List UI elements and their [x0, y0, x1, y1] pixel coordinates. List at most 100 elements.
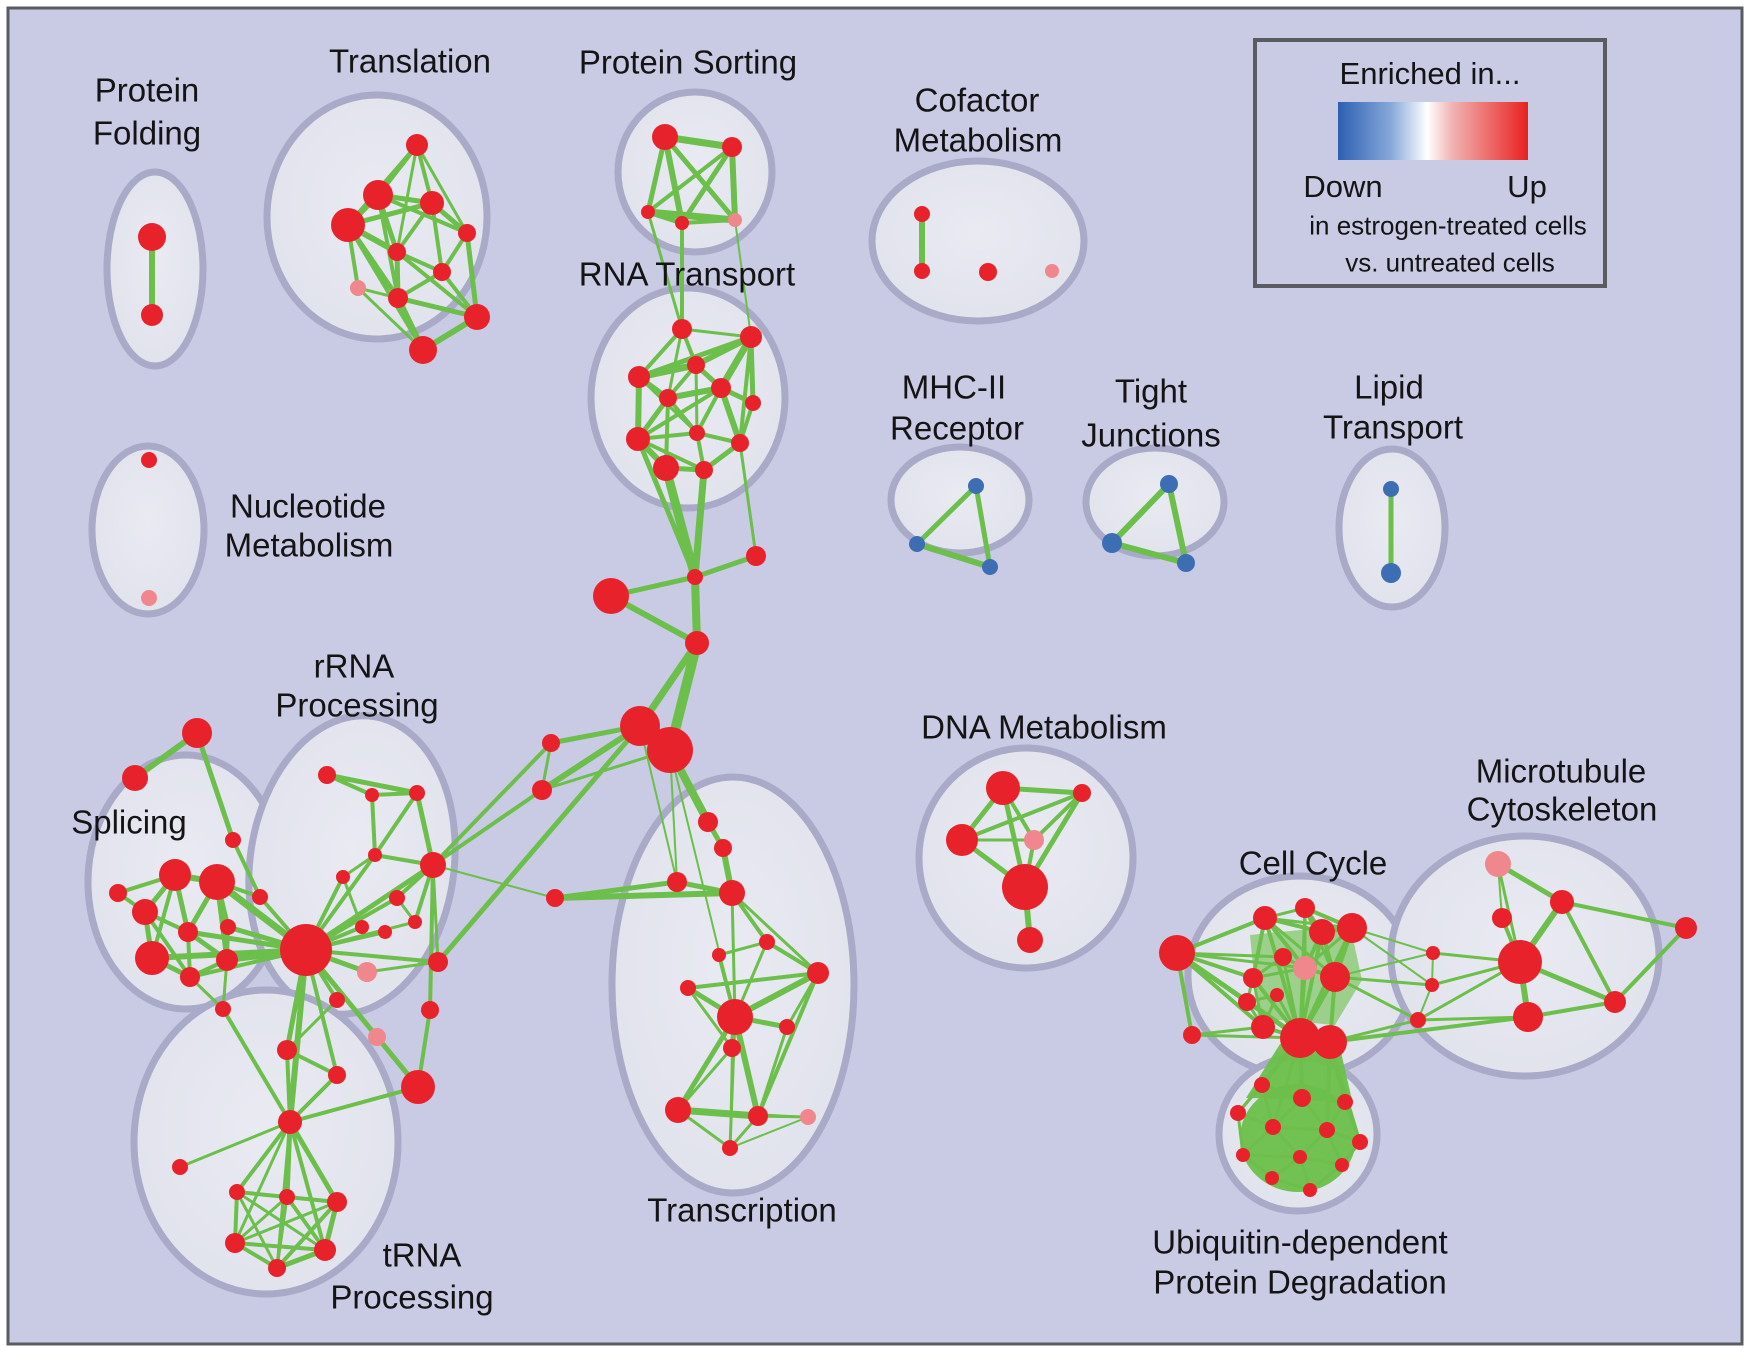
node-PS1	[652, 124, 678, 150]
edge-TR8-TR14	[756, 971, 820, 1118]
edge-PS2-PS5	[729, 144, 738, 223]
node-CF4	[1045, 264, 1059, 278]
edge-TN5-TN6	[233, 1241, 327, 1252]
edge-MH2-MH3	[914, 541, 993, 570]
edge-TR12-TR16	[729, 1047, 733, 1149]
edge-M5-M9	[1416, 1015, 1530, 1022]
node-TN6	[314, 1239, 336, 1261]
node-T3	[420, 191, 444, 215]
node-MH1	[968, 478, 984, 494]
node-R4	[628, 366, 650, 388]
node-TN5	[225, 1233, 245, 1253]
edge-TR4-TR10	[730, 891, 737, 1019]
node-U7	[1352, 1134, 1368, 1150]
edge-C1-C2	[692, 553, 759, 580]
node-T6	[388, 243, 406, 261]
node-RR12	[357, 962, 377, 982]
edge-U8-U9	[1241, 1153, 1302, 1159]
edge-M2-M10	[1560, 900, 1688, 930]
edge-S12-TN0	[221, 1007, 292, 1124]
node-TR2	[714, 839, 732, 857]
node-CC9	[1320, 962, 1350, 992]
edge-T8-T11	[356, 286, 425, 352]
node-S3	[132, 899, 158, 925]
node-U1	[1254, 1077, 1270, 1093]
node-H1	[280, 924, 332, 976]
edge-CC9-M8	[1333, 975, 1434, 987]
edge-RR12-RR19	[365, 960, 440, 974]
edge-TN4-TN5	[233, 1200, 339, 1245]
node-TN7	[268, 1259, 286, 1277]
node-TR9	[680, 980, 696, 996]
edge-RR15-TN0	[288, 1085, 420, 1124]
edge-PS3-R1	[646, 210, 684, 331]
edge-T6-T10	[395, 250, 479, 319]
node-RR8	[408, 915, 422, 929]
node-C6	[647, 727, 693, 773]
node-TN3	[279, 1189, 295, 1205]
node-CC12	[1251, 1015, 1275, 1039]
node-S5	[178, 922, 198, 942]
edge-C5-TR3	[639, 725, 678, 883]
node-TR6	[759, 934, 775, 950]
node-RR19	[428, 952, 448, 972]
node-X3	[225, 832, 241, 848]
edge-T5-T10	[464, 230, 480, 320]
node-CF2	[914, 263, 930, 279]
legend-box: Enriched in... Down Up in estrogen-treat…	[1253, 38, 1607, 288]
edge-R11-C1	[661, 463, 700, 582]
cluster-label-lipid-transport-line1: Lipid	[1354, 369, 1424, 406]
edge-MH1-MH3	[973, 483, 993, 570]
node-R6	[659, 389, 677, 407]
edge-TN2-TN7	[235, 1190, 279, 1270]
node-U11	[1265, 1171, 1279, 1185]
node-TR10	[717, 999, 753, 1035]
node-PS2	[722, 137, 742, 157]
node-CC2	[1253, 906, 1277, 930]
node-S6	[220, 919, 236, 935]
node-RR5	[336, 870, 350, 884]
node-TR11	[779, 1019, 795, 1035]
node-RR13	[329, 992, 345, 1008]
edge-R12-C1	[691, 466, 708, 581]
legend-down-label: Down	[1303, 169, 1383, 204]
node-T1	[406, 134, 428, 156]
edge-TJ2-TJ3	[1109, 540, 1189, 566]
cluster-label-microtubule-cytoskeleton-line2: Cytoskeleton	[1467, 791, 1658, 828]
cluster-label-mhc-ii-receptor-line2: Receptor	[890, 410, 1024, 447]
edge-TR5-TR4	[552, 890, 735, 901]
node-M3	[1492, 908, 1512, 928]
node-R1	[672, 319, 692, 339]
cluster-label-nucleotide-metabolism-line1: Nucleotide	[230, 488, 386, 525]
node-CC17	[1313, 1025, 1347, 1059]
edge-TR10-TR13	[675, 1014, 738, 1113]
node-TJ1	[1160, 475, 1178, 493]
node-C5	[620, 706, 660, 746]
edge-RR15-H1	[303, 947, 421, 1090]
cluster-label-protein-folding-line1: Protein	[95, 72, 200, 109]
node-D3	[946, 824, 978, 856]
node-X1	[182, 718, 212, 748]
node-T5	[458, 224, 476, 242]
node-TJ2	[1102, 533, 1122, 553]
node-PS4	[675, 216, 689, 230]
node-S12	[215, 1001, 231, 1017]
cluster-label-rrna-processing-line2: Processing	[275, 687, 438, 724]
cluster-label-cofactor-metabolism-line2: Metabolism	[894, 122, 1063, 159]
cluster-label-trna-processing-line2: Processing	[330, 1279, 493, 1316]
cluster-label-trna-processing-line1: tRNA	[383, 1237, 462, 1274]
node-TR13	[665, 1097, 691, 1123]
node-T7	[433, 263, 451, 281]
edge-R3-R8	[694, 363, 699, 435]
node-S4	[135, 941, 169, 975]
node-U5	[1265, 1119, 1281, 1135]
node-TR7	[712, 948, 726, 962]
node-NM2	[141, 590, 157, 606]
cluster-label-tight-junctions-line2: Junctions	[1081, 417, 1220, 454]
edge-TR8-TR9	[686, 971, 820, 990]
edge-RR6-TR5	[432, 864, 556, 899]
node-RR4	[368, 848, 382, 862]
edge-CC2-CC16	[1263, 916, 1302, 1040]
node-S1	[159, 859, 191, 891]
edge-M6-M10	[1613, 926, 1688, 1004]
